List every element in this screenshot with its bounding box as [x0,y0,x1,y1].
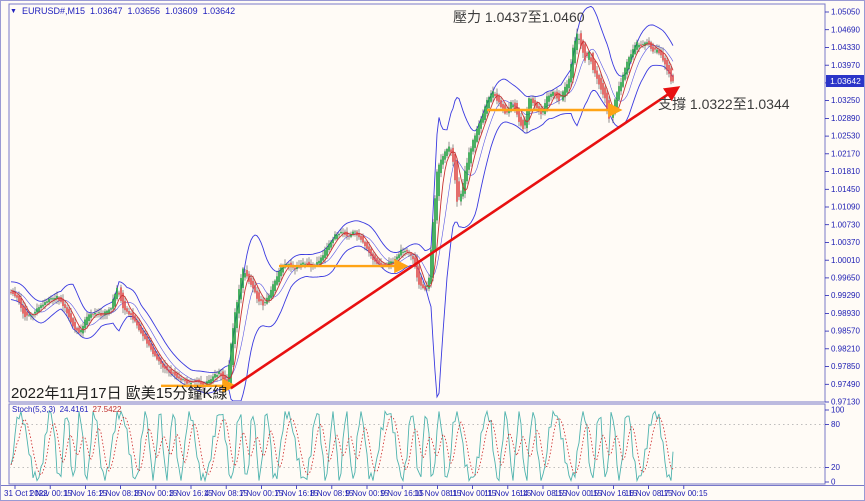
symbol-dropdown-icon[interactable]: ▼ [10,7,17,15]
candlesticks [10,28,674,393]
ohlc-readout: 1.03647 1.03656 1.03609 1.03642 [90,6,235,16]
time-axis-label: 15 Nov 16:15 [590,489,638,498]
stoch-name: Stoch(5,3,3) [12,405,56,414]
price-axis-label: 1.02170 [831,149,860,158]
price-axis[interactable]: 1.050501.046901.043301.039701.036101.032… [825,8,860,407]
support-annotation[interactable]: 支撐 1.0322至1.0344 [658,96,790,112]
time-axis-label: 8 Nov 08:15 [310,489,354,498]
price-axis-label: 0.97490 [831,380,860,389]
quote-high: 1.03656 [127,6,161,16]
time-axis-label: 9 Nov 16:15 [381,489,425,498]
support-level-arrows[interactable] [161,102,623,393]
stoch-scale-label: 80 [831,420,840,429]
quote-open: 1.03647 [89,6,123,16]
price-axis-label: 0.98570 [831,327,860,336]
price-axis-label: 1.00370 [831,238,860,247]
time-axis-label: 4 Nov 08:15 [205,489,249,498]
symbol-title: EURUSD#,M15 [21,6,85,16]
symbol-quote-line: ▼ EURUSD#,M15 1.03647 1.03656 1.03609 1.… [10,6,235,16]
stochastic-plot [10,409,824,483]
price-axis-label: 0.99290 [831,291,860,300]
price-axis-label: 0.97850 [831,362,860,371]
date-note-annotation[interactable]: 2022年11月17日 歐美15分鐘K線 [11,385,228,402]
stoch-k-value: 24.4161 [59,405,89,414]
stoch-d-line [10,416,674,476]
price-axis-label: 1.04330 [831,43,860,52]
time-axis-label: 11 Nov 16:15 [484,489,532,498]
price-axis-label: 1.05050 [831,8,860,17]
stoch-k-line [10,409,674,483]
time-axis-label: 16 Nov 08:15 [625,489,673,498]
price-axis-label: 1.00730 [831,220,860,229]
time-axis-label: 9 Nov 00:15 [345,489,389,498]
price-axis-label: 0.98210 [831,344,860,353]
time-axis-label: 3 Nov 00:15 [134,489,178,498]
trendline-arrow[interactable] [230,86,681,390]
stoch-scale[interactable]: 100 80 20 0 [825,406,845,487]
stoch-scale-label: 100 [831,406,845,415]
price-axis-label: 1.03250 [831,96,860,105]
price-axis-label: 1.00010 [831,256,860,265]
stoch-d-value: 27.5422 [92,405,122,414]
time-axis-label: 2 Nov 08:15 [99,489,143,498]
stochastic-indicator-label: Stoch(5,3,3) 24.4161 27.5422 [12,405,121,414]
panel-frames [1,3,864,486]
time-axis-label: 11 Nov 00:15 [449,489,497,498]
price-axis-label: 0.98930 [831,309,860,318]
time-axis-label: 1 Nov 00:15 [29,489,73,498]
stoch-scale-label: 0 [831,478,836,487]
price-axis-label: 0.97130 [831,398,860,407]
price-axis-label: 1.01810 [831,167,860,176]
quote-close: 1.03642 [202,6,236,16]
time-axis-label: 31 Oct 2022 [4,489,48,498]
ma-line [10,40,674,385]
quote-low: 1.03609 [165,6,198,16]
price-axis-label: 1.04690 [831,25,860,34]
time-axis-label: 10 Nov 08:15 [414,489,462,498]
time-axis-label: 7 Nov 00:15 [240,489,284,498]
price-axis-label: 1.01450 [831,185,860,194]
current-price-badge: 1.03642 [826,75,864,87]
time-axis-label: 17 Nov 00:15 [660,489,708,498]
price-axis-label: 1.02530 [831,132,860,141]
stoch-scale-label: 20 [831,463,840,472]
time-axis-label: 3 Nov 16:15 [169,489,213,498]
time-axis-label: 7 Nov 16:15 [275,489,319,498]
price-axis-label: 1.02890 [831,114,860,123]
time-axis-label: 1 Nov 16:15 [64,489,108,498]
price-axis-label: 0.99650 [831,274,860,283]
price-axis-label: 1.03970 [831,61,860,70]
time-axis-label: 14 Nov 08:15 [519,489,567,498]
price-axis-label: 1.01090 [831,203,860,212]
time-axis-label: 15 Nov 00:15 [554,489,602,498]
resistance-annotation[interactable]: 壓力 1.0437至1.0460 [453,9,585,25]
